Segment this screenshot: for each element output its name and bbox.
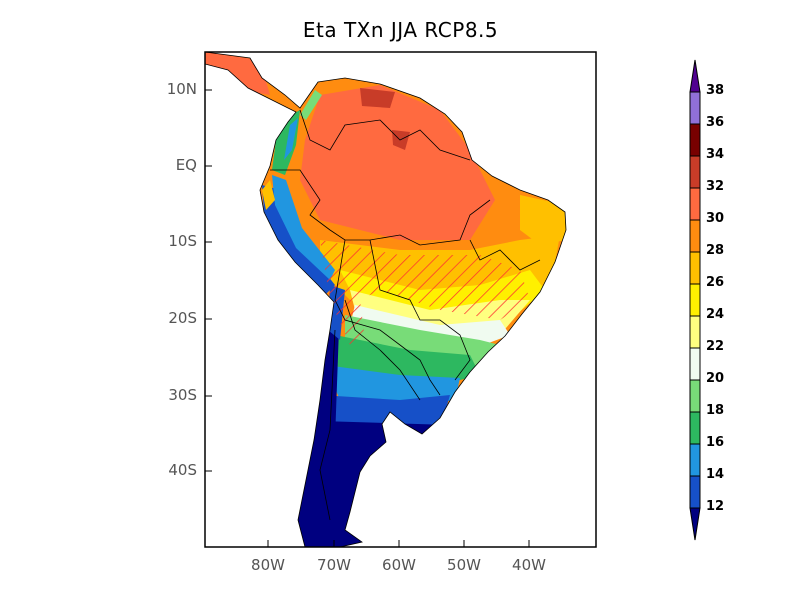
colorbar-label: 24	[706, 307, 725, 322]
colorbar-label: 36	[706, 115, 725, 130]
colorbar	[689, 59, 701, 541]
colorbar-arrow-top	[689, 59, 701, 93]
axis-ticks	[205, 89, 530, 547]
temperature-field	[205, 52, 566, 547]
lon-label: 60W	[382, 556, 416, 574]
lon-label: 50W	[447, 556, 481, 574]
significance-hatching	[320, 240, 530, 345]
colorbar-bin	[689, 219, 701, 253]
lon-label: 40W	[512, 556, 546, 574]
lat-label: 20S	[168, 309, 197, 327]
colorbar-bin	[689, 123, 701, 157]
colorbar-label: 30	[706, 211, 725, 226]
colorbar-bin	[689, 443, 701, 477]
map-frame	[204, 51, 597, 548]
colorbar-bin	[689, 379, 701, 413]
colorbar-arrow-bottom	[689, 507, 701, 541]
colorbar-label: 32	[706, 179, 725, 194]
lon-label: 70W	[317, 556, 351, 574]
lon-label: 80W	[251, 556, 285, 574]
colorbar-bin	[689, 475, 701, 509]
colorbar-bin	[689, 411, 701, 445]
colorbar-label: 38	[706, 83, 725, 98]
colorbar-label: 16	[706, 435, 725, 450]
colorbar-label: 26	[706, 275, 725, 290]
lat-label: 10N	[166, 80, 197, 98]
colorbar-bin	[689, 283, 701, 317]
colorbar-bin	[689, 155, 701, 189]
colorbar-bin	[689, 347, 701, 381]
lat-label: EQ	[175, 156, 197, 174]
country-borders	[205, 52, 567, 547]
colorbar-label: 22	[706, 339, 725, 354]
colorbar-label: 12	[706, 499, 725, 514]
lat-label: 30S	[168, 386, 197, 404]
lat-label: 40S	[168, 461, 197, 479]
colorbar-bin	[689, 187, 701, 221]
colorbar-label: 28	[706, 243, 725, 258]
colorbar-bin	[689, 91, 701, 125]
colorbar-bin	[689, 251, 701, 285]
colorbar-label: 14	[706, 467, 725, 482]
lat-label: 10S	[168, 232, 197, 250]
colorbar-label: 20	[706, 371, 725, 386]
colorbar-bin	[689, 315, 701, 349]
map-title: Eta TXn JJA RCP8.5	[302, 18, 499, 42]
colorbar-label: 18	[706, 403, 725, 418]
colorbar-label: 34	[706, 147, 725, 162]
